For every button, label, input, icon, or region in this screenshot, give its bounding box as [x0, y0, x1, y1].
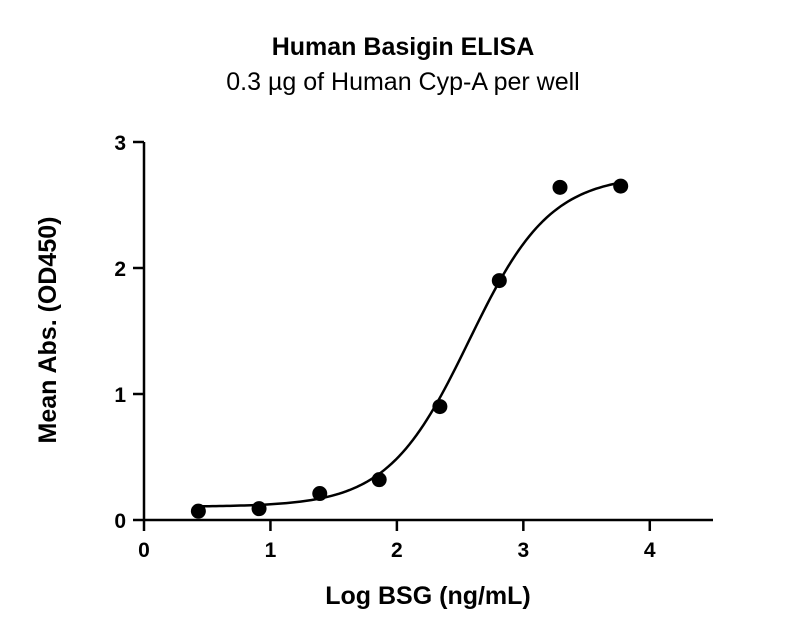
data-point: [491, 273, 507, 289]
data-points-layer: [190, 178, 629, 519]
data-point: [312, 486, 328, 502]
data-point: [371, 472, 387, 488]
y-tick-label: 1: [114, 384, 126, 407]
chart-title: Human Basigin ELISA: [272, 33, 535, 61]
y-tick-label: 0: [114, 510, 126, 533]
y-tick-label: 2: [114, 258, 126, 281]
x-tick-label: 3: [517, 539, 529, 562]
axes: 0 1 2 3 4 0 1 2 3: [114, 132, 713, 562]
data-point: [432, 399, 448, 415]
data-point: [251, 501, 267, 517]
chart-subtitle: 0.3 µg of Human Cyp-A per well: [226, 68, 579, 96]
x-tick-label: 4: [644, 539, 656, 562]
x-tick-label: 2: [391, 539, 403, 562]
fit-curve: [198, 181, 621, 508]
x-tick-label: 1: [265, 539, 277, 562]
y-tick-label: 3: [114, 132, 126, 155]
fit-curve-layer: [198, 181, 621, 508]
y-axis-label: Mean Abs. (OD450): [34, 217, 62, 444]
data-point: [613, 178, 629, 194]
data-point: [190, 503, 206, 519]
x-axis-label: Log BSG (ng/mL): [325, 582, 531, 610]
data-point: [552, 179, 568, 195]
x-tick-label: 0: [138, 539, 150, 562]
